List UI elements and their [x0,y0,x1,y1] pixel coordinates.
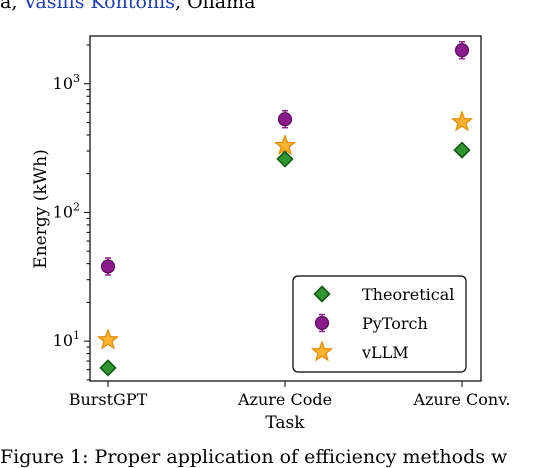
figure-caption: Figure 1: Proper application of efficien… [0,446,508,468]
point-vllm [273,133,297,156]
header-rest: , Ollama [175,0,256,13]
point-theoretical [276,150,294,168]
x-tick-label: Azure Code [237,390,332,409]
legend-marker-theoretical [313,285,331,303]
legend-entries: Theoretical PyTorch vLLM [310,285,454,362]
data-marks [96,41,474,377]
point-pytorch [100,257,116,276]
author-link[interactable]: Vasilis Kontonis [23,0,175,13]
y-axis-ticks: 101 102 103 [53,44,90,381]
legend-box [292,275,467,373]
x-axis-label: Task [265,413,305,433]
x-axis-ticks: BurstGPT Azure Code Azure Conv. [69,381,511,409]
y-tick-label: 102 [53,200,80,221]
point-theoretical [99,359,117,377]
legend-label: vLLM [361,343,409,362]
legend-label: Theoretical [362,285,454,304]
point-theoretical [453,141,471,159]
point-vllm [96,328,120,350]
header-text: a, Vasilis Kontonis, Ollama [0,0,542,13]
x-tick-label: BurstGPT [69,390,148,409]
legend: Theoretical PyTorch vLLM [292,275,467,373]
legend-marker-pytorch [314,313,330,333]
y-tick-label: 103 [53,72,80,93]
point-pytorch [277,110,293,129]
x-tick-label: Azure Conv. [413,390,511,409]
header-lead: a, [0,0,24,13]
y-axis-label: Energy (kWh) [31,149,51,268]
legend-label: PyTorch [362,314,428,333]
point-pytorch [454,41,470,60]
y-tick-label: 101 [53,329,80,350]
point-vllm [450,110,474,132]
legend-marker-vllm [310,340,334,362]
